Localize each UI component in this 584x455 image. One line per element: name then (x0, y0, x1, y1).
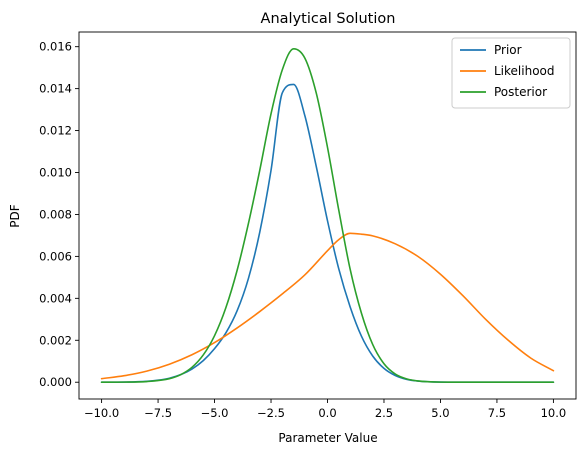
x-axis: −10.0 −7.5 −5.0 −2.5 0.0 2.5 5.0 7.5 10.0 (84, 399, 566, 420)
x-tick-label: 10.0 (541, 406, 567, 420)
legend-label-likelihood: Likelihood (494, 64, 555, 78)
plot-area (100, 47, 555, 384)
series-line-likelihood (100, 232, 555, 380)
x-axis-label: Parameter Value (278, 431, 377, 445)
legend-label-posterior: Posterior (494, 85, 547, 99)
y-tick-label: 0.010 (39, 166, 72, 180)
chart-title: Analytical Solution (261, 11, 396, 27)
x-tick-label: 7.5 (488, 406, 506, 420)
y-tick-label: 0.006 (39, 249, 72, 263)
y-axis-label: PDF (8, 204, 22, 227)
x-tick-label: −7.5 (144, 406, 172, 420)
y-tick-label: 0.000 (39, 375, 72, 389)
y-tick-label: 0.016 (39, 40, 72, 54)
x-tick-label: 0.0 (318, 406, 336, 420)
x-tick-label: −2.5 (257, 406, 285, 420)
x-tick-label: −10.0 (84, 406, 119, 420)
y-tick-label: 0.008 (39, 207, 72, 221)
legend-box (451, 37, 571, 109)
x-tick-label: 2.5 (375, 406, 393, 420)
x-tick-label: 5.0 (431, 406, 449, 420)
legend-label-prior: Prior (494, 43, 522, 57)
y-tick-label: 0.004 (39, 291, 72, 305)
legend: Prior Likelihood Posterior (451, 37, 571, 109)
y-tick-label: 0.012 (39, 124, 72, 138)
y-tick-label: 0.014 (39, 82, 72, 96)
series-line-posterior (100, 47, 555, 384)
y-tick-label: 0.002 (39, 333, 72, 347)
y-axis: 0.000 0.002 0.004 0.006 0.008 0.010 0.012 0.014… (39, 40, 79, 389)
x-tick-label: −5.0 (201, 406, 229, 420)
